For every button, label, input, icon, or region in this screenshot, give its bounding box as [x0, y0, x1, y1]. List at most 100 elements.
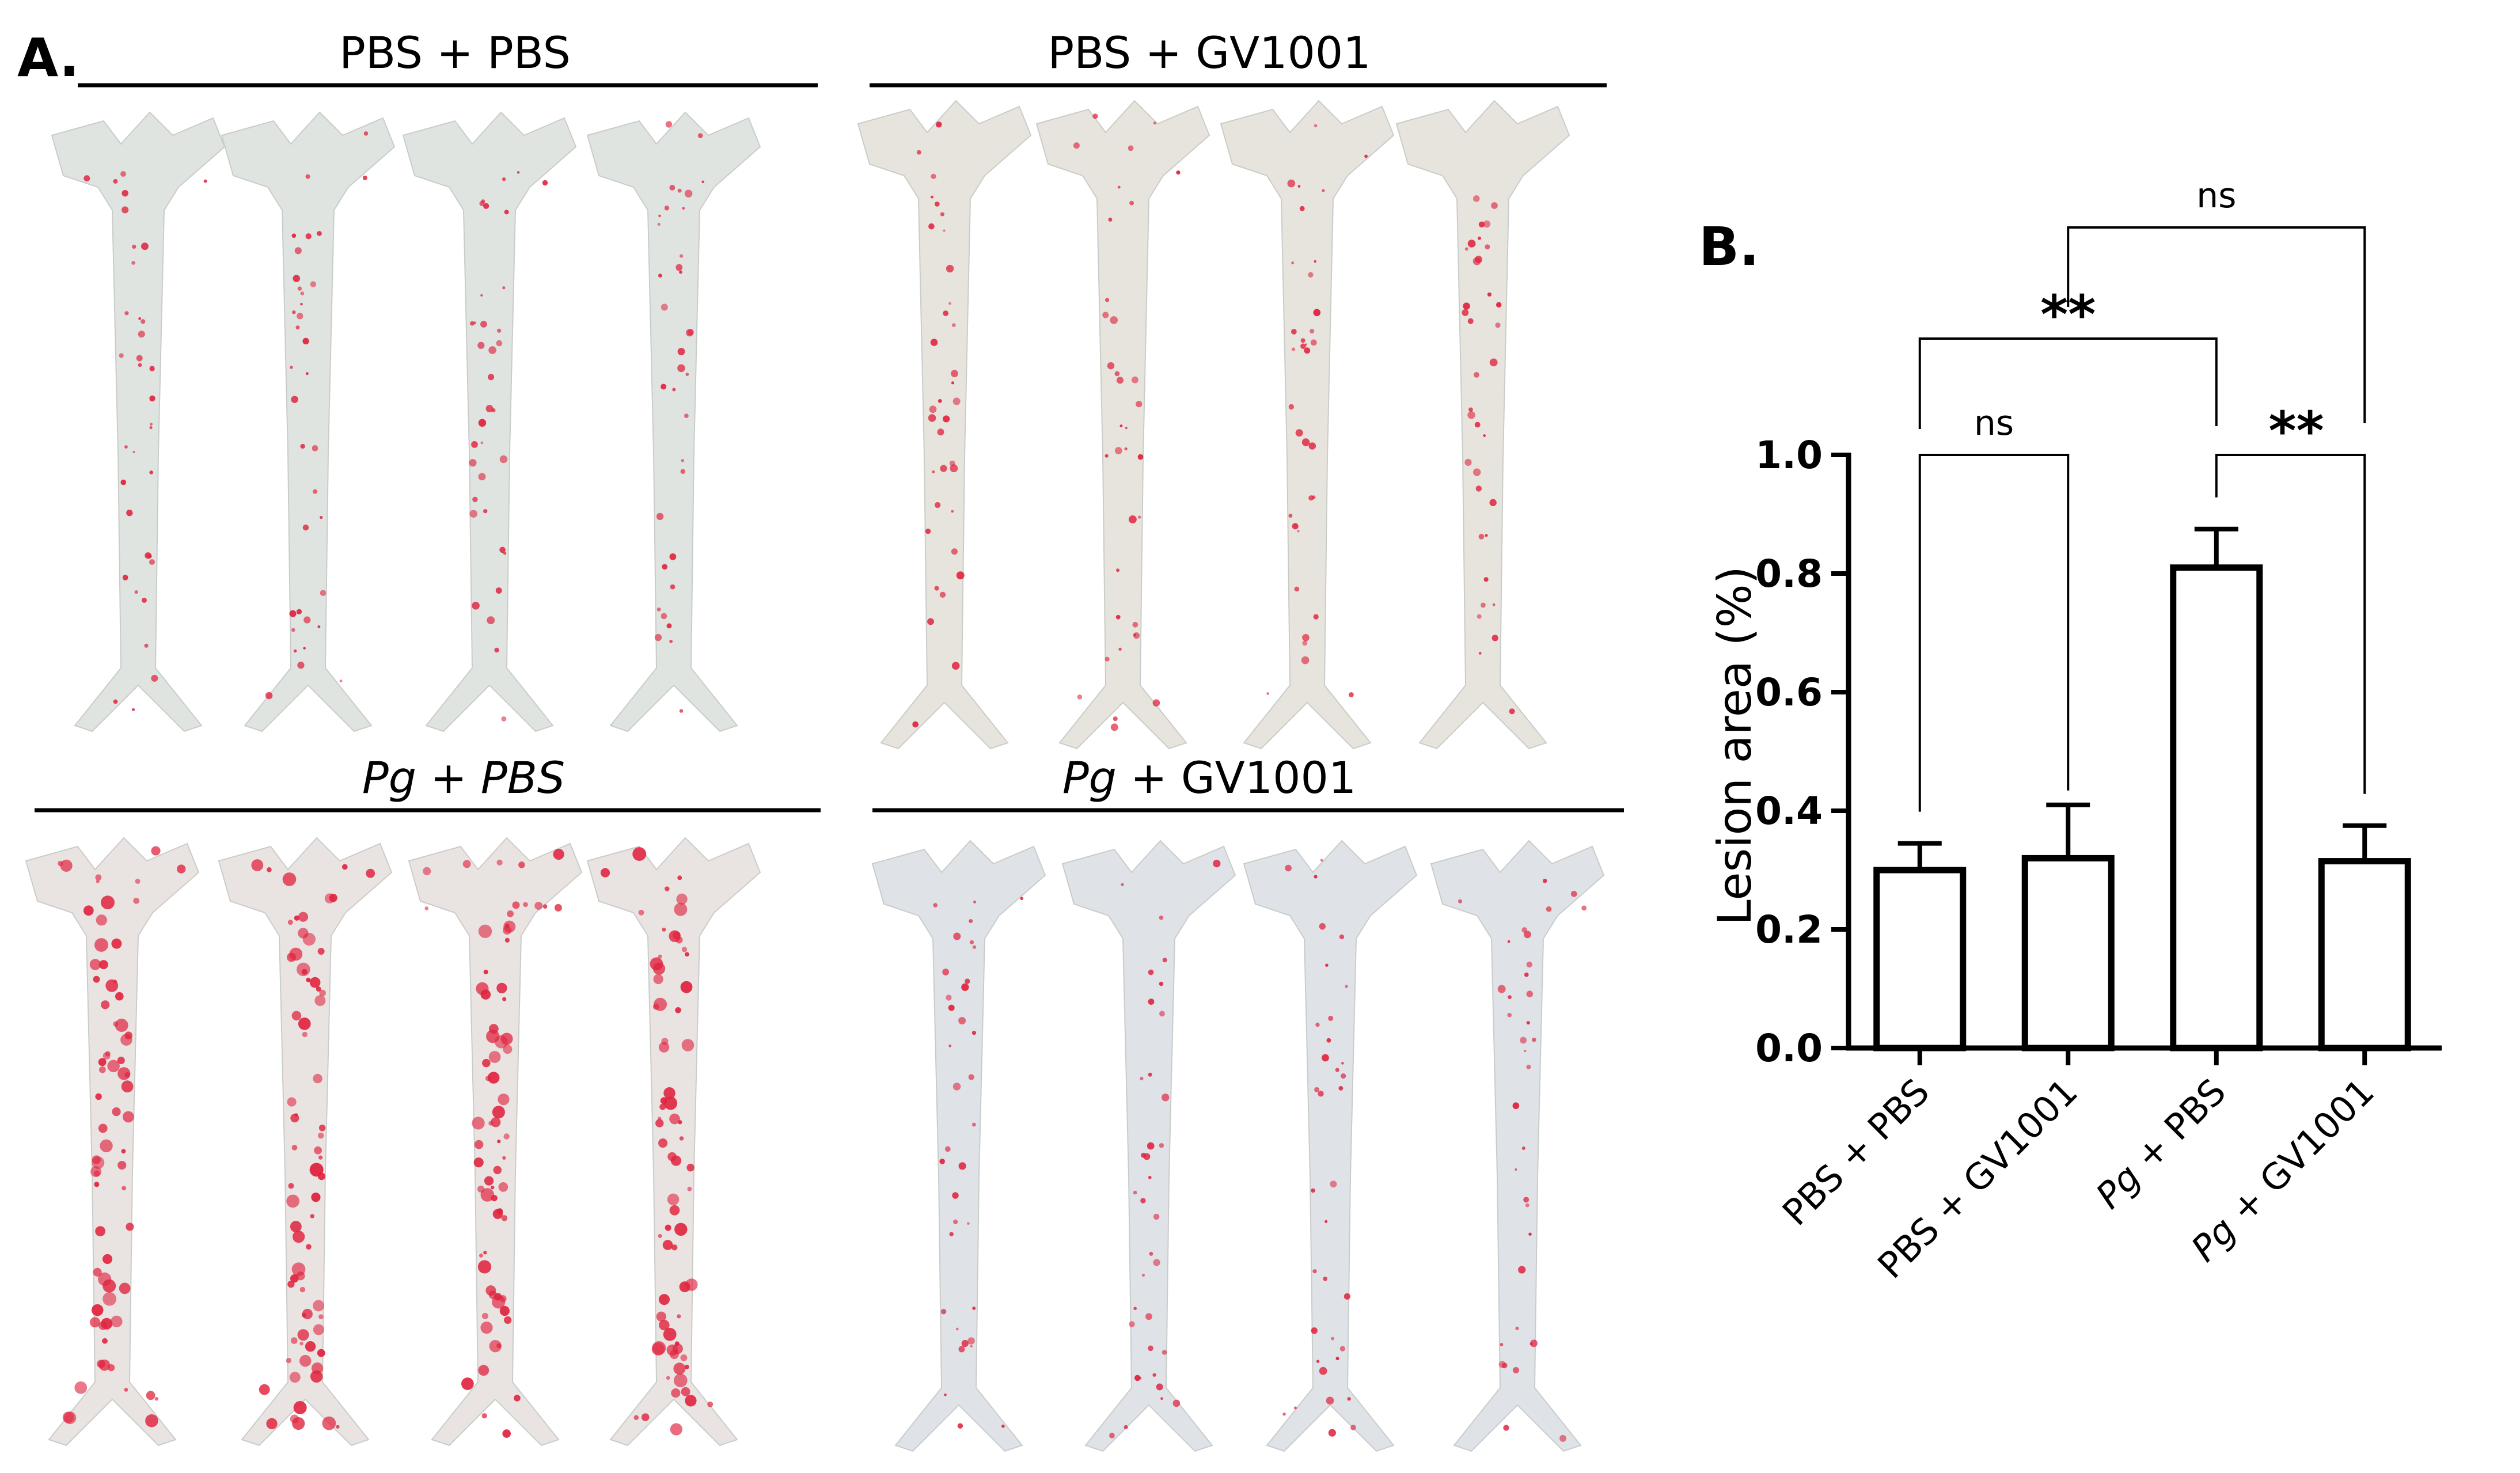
lesion-spot — [944, 1393, 947, 1396]
lesion-spot — [366, 868, 375, 878]
lesion-spot — [1526, 1021, 1530, 1025]
aorta-specimen — [408, 837, 583, 1447]
lesion-spot — [1507, 1013, 1512, 1018]
lesion-spot — [681, 1039, 694, 1051]
lesion-spot — [670, 1155, 682, 1166]
aorta-outline — [1430, 840, 1605, 1452]
lesion-spot — [141, 597, 147, 603]
lesion-spot — [497, 1140, 501, 1144]
lesion-spot — [934, 201, 940, 207]
lesion-spot — [303, 616, 311, 624]
lesion-spot — [677, 188, 682, 193]
lesion-spot — [1331, 1337, 1334, 1341]
y-tick-label: 1.0 — [1755, 433, 1823, 477]
lesion-spot — [294, 247, 302, 255]
lesion-spot — [94, 1182, 100, 1187]
lesion-spot — [1294, 586, 1300, 592]
lesion-spot — [1512, 1102, 1520, 1110]
lesion-spot — [685, 373, 689, 376]
lesion-spot — [149, 470, 154, 474]
lesion-spot — [1526, 961, 1533, 968]
lesion-spot — [150, 423, 153, 426]
lesion-spot — [1570, 890, 1577, 897]
lesion-spot — [300, 443, 305, 449]
lesion-spot — [309, 1163, 324, 1177]
lesion-spot — [1314, 875, 1318, 879]
lesion-spot — [554, 903, 562, 912]
lesion-spot — [916, 150, 921, 155]
lesion-spot — [1140, 1076, 1144, 1081]
lesion-spot — [298, 912, 309, 922]
lesion-spot — [1288, 404, 1295, 410]
lesion-spot — [102, 1254, 113, 1265]
lesion-spot — [485, 1285, 496, 1296]
lesion-spot — [680, 254, 684, 258]
aorta-specimen — [1243, 840, 1418, 1452]
lesion-spot — [687, 1186, 692, 1191]
y-tick-label: 0.8 — [1755, 552, 1823, 596]
lesion-spot — [485, 405, 494, 412]
lesion-spot — [1282, 1413, 1286, 1416]
aorta-specimen — [857, 100, 1032, 750]
lesion-spot — [317, 625, 321, 628]
significance-bracket — [2215, 454, 2366, 794]
group-title: PBS + GV1001 — [1048, 27, 1371, 78]
lesion-spot — [131, 708, 135, 711]
lesion-spot — [682, 207, 685, 210]
lesion-spot — [1107, 362, 1115, 370]
lesion-spot — [656, 608, 661, 612]
lesion-spot — [1496, 302, 1502, 308]
aorta-specimen — [51, 111, 226, 732]
lesion-spot — [124, 311, 129, 316]
lesion-spot — [1311, 1188, 1315, 1193]
lesion-spot — [266, 1418, 278, 1429]
lesion-spot — [1314, 1087, 1320, 1092]
lesion-spot — [472, 496, 478, 503]
significance-label: ** — [2268, 400, 2324, 462]
lesion-spot — [666, 623, 672, 629]
lesion-spot — [62, 1411, 74, 1423]
lesion-spot — [1300, 338, 1305, 343]
lesion-spot — [144, 643, 149, 648]
lesion-spot — [1124, 1425, 1128, 1429]
lesion-spot — [1524, 972, 1529, 977]
lesion-spot — [1347, 1397, 1351, 1401]
lesion-spot — [99, 1066, 106, 1073]
lesion-spot — [961, 983, 969, 991]
group-title: Pg + PBS — [362, 752, 565, 803]
lesion-spot — [119, 1282, 131, 1294]
lesion-spot — [203, 179, 207, 183]
lesion-spot — [502, 177, 506, 181]
lesion-spot — [1153, 1259, 1160, 1266]
lesion-spot — [151, 674, 158, 682]
lesion-spot — [302, 524, 309, 531]
lesion-spot — [670, 1423, 682, 1436]
lesion-spot — [489, 1339, 502, 1353]
lesion-spot — [1462, 309, 1469, 316]
lesion-spot — [1108, 217, 1113, 222]
lesion-spot — [939, 1159, 945, 1164]
lesion-spot — [471, 441, 478, 448]
lesion-spot — [1498, 1361, 1506, 1368]
lesion-spot — [487, 616, 495, 625]
lesion-spot — [1140, 1198, 1146, 1204]
lesion-spot — [1152, 699, 1160, 707]
lesion-spot — [319, 989, 326, 997]
lesion-spot — [295, 325, 300, 330]
lesion-spot — [1341, 1062, 1344, 1065]
lesion-spot — [503, 1133, 510, 1140]
lesion-spot — [126, 1223, 134, 1231]
lesion-spot — [1172, 1399, 1181, 1407]
lesion-spot — [493, 1166, 502, 1175]
lesion-spot — [951, 381, 955, 385]
panel-b-letter: B. — [1699, 216, 1759, 278]
lesion-spot — [424, 906, 429, 910]
lesion-spot — [1467, 240, 1476, 248]
lesion-spot — [122, 1111, 134, 1123]
lesion-spot — [1213, 859, 1221, 868]
aorta-outline — [871, 840, 1046, 1452]
lesion-spot — [1287, 179, 1296, 188]
lesion-spot — [518, 861, 525, 868]
lesion-spot — [117, 1056, 125, 1065]
lesion-spot — [943, 229, 946, 232]
